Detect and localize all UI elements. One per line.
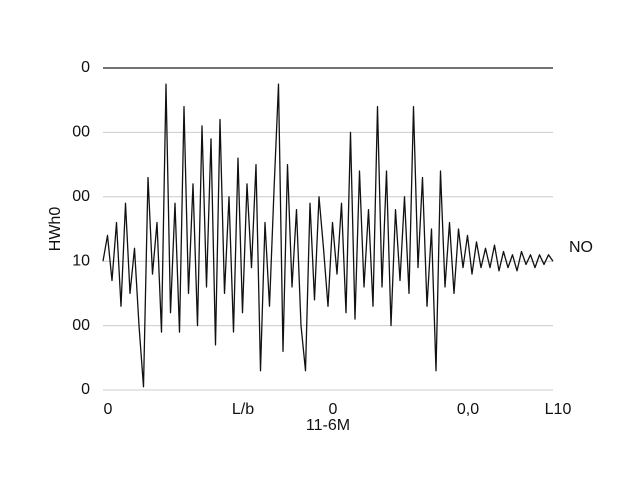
x-tick-label: 0 (104, 401, 113, 418)
y-tick-label: 00 (72, 317, 90, 334)
y-tick-label: 00 (72, 188, 90, 205)
y-tick-label: 00 (72, 124, 90, 141)
x-tick-label: 0 (329, 401, 338, 418)
x-tick-label: L10 (545, 401, 572, 418)
annotation: NO (569, 239, 593, 256)
y-tick-label: 10 (72, 252, 90, 269)
x-tick-label: L/b (232, 401, 254, 418)
y-axis-label: HWh0 (47, 207, 64, 252)
y-tick-label: 0 (81, 381, 90, 398)
y-tick-label: 0 (81, 59, 90, 76)
x-axis-label: 11-6M (306, 417, 350, 434)
x-tick-label: 0,0 (457, 401, 479, 418)
data-line (102, 83, 554, 388)
